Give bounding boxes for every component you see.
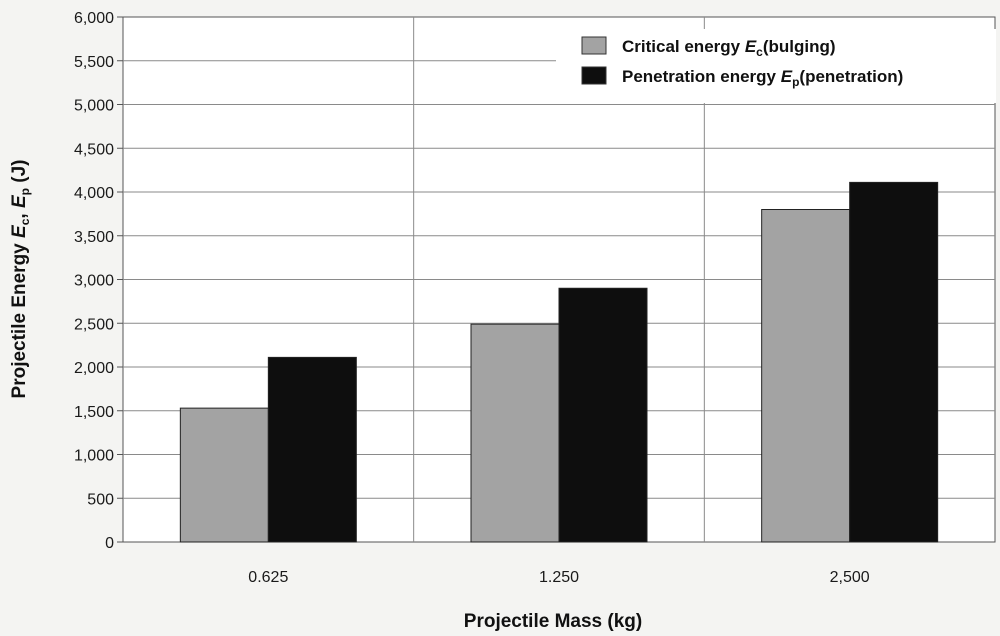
x-tick-label: 1.250 (539, 569, 579, 586)
y-tick-label: 5,500 (74, 54, 114, 71)
legend-label-critical: Critical energy Ec(bulging) (622, 37, 836, 59)
y-tick-label: 2,500 (74, 316, 114, 333)
y-tick-label: 5,000 (74, 98, 114, 115)
y-tick-label: 1,500 (74, 404, 114, 421)
y-tick-labels: 0 500 1,000 1,500 2,000 2,500 3,000 3,500 4,000 4… (74, 10, 123, 552)
bar-penetration-0 (267, 356, 357, 543)
y-axis-title: Projectile Energy Ec, Ep (J) (9, 160, 32, 399)
bar-penetration-1 (558, 287, 648, 543)
bar-critical-0 (179, 407, 269, 543)
x-axis-title: Projectile Mass (kg) (464, 611, 642, 632)
legend: Critical energy Ec(bulging) Penetration … (556, 29, 996, 103)
legend-label-penetration: Penetration energy Ep(penetration) (622, 67, 903, 89)
x-tick-label: 0.625 (248, 569, 288, 586)
bar-critical-1 (470, 323, 560, 543)
y-tick-label: 1,000 (74, 448, 114, 465)
y-tick-label: 4,000 (74, 185, 114, 202)
x-tick-label: 2,500 (830, 569, 870, 586)
y-tick-label: 4,500 (74, 141, 114, 158)
y-tick-label: 0 (105, 535, 114, 552)
bar-critical-2 (761, 209, 851, 543)
legend-swatch-penetration (581, 66, 607, 85)
y-tick-label: 3,500 (74, 229, 114, 246)
y-tick-label: 500 (87, 491, 114, 508)
y-tick-label: 6,000 (74, 10, 114, 27)
y-tick-label: 2,000 (74, 360, 114, 377)
legend-swatch-critical (581, 36, 607, 55)
bar-penetration-2 (849, 181, 939, 543)
x-tick-labels: 0.625 1.250 2,500 (248, 569, 869, 586)
bars-group (179, 181, 939, 543)
y-tick-label: 3,000 (74, 273, 114, 290)
